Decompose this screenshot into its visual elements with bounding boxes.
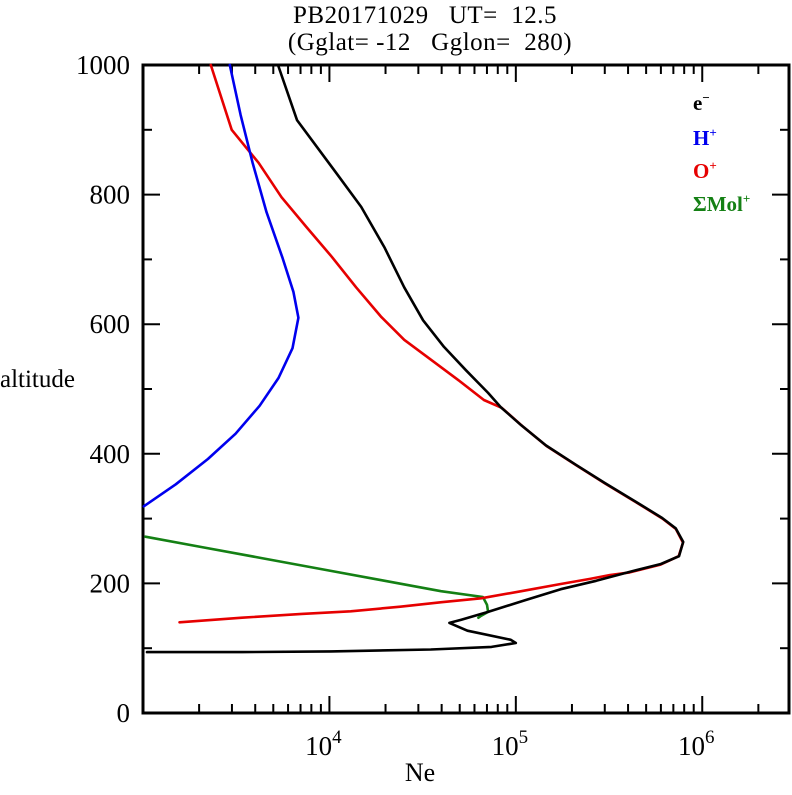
legend-entry-mol-plus: ΣMol+ (693, 191, 751, 216)
y-tick-label: 0 (117, 698, 131, 728)
legend: e− H+ O+ ΣMol+ (693, 0, 791, 240)
y-tick-label: 600 (90, 309, 131, 339)
chart-subtitle: (Gglat= -12 Gglon= 280) (287, 29, 573, 56)
x-axis-title: Ne (404, 758, 436, 787)
x-tick-label: 104 (305, 727, 342, 761)
chart-title: PB20171029 UT= 12.5 (292, 2, 558, 29)
legend-entry-h-plus: H+ (693, 125, 717, 150)
curve-H (142, 63, 300, 508)
y-tick-label: 200 (90, 568, 131, 598)
y-tick-label: 1000 (76, 50, 130, 80)
y-axis-title: altitude (0, 366, 75, 393)
curve-e (145, 63, 685, 654)
curve-O (178, 63, 685, 624)
legend-entry-o-plus: O+ (693, 158, 717, 183)
x-tick-label: 106 (678, 727, 715, 761)
y-tick-label: 400 (90, 439, 131, 469)
x-tick-label: 105 (492, 727, 529, 761)
curve-SigmaMol (144, 535, 490, 620)
legend-entry-electron: e− (693, 90, 710, 115)
y-tick-label: 800 (90, 180, 131, 210)
